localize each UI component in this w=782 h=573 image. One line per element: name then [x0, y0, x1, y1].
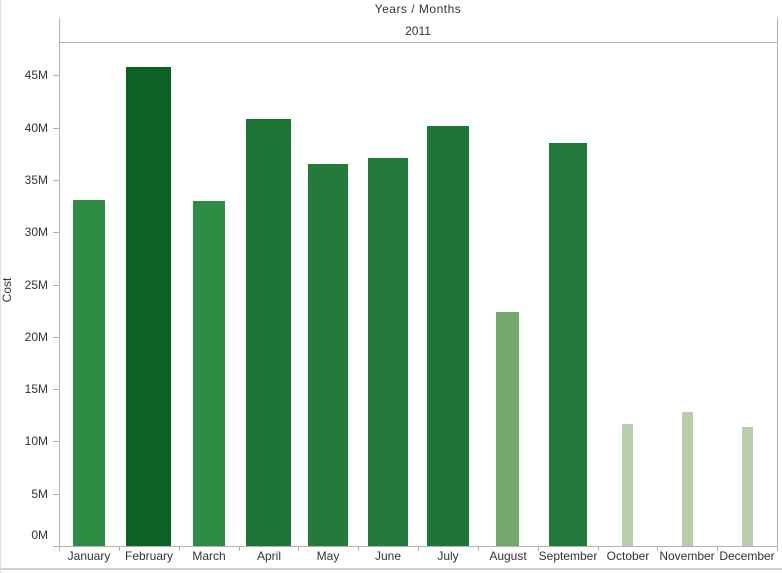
y-tick-label: 40M — [24, 120, 48, 135]
x-axis-tick — [598, 546, 599, 551]
month-label-may[interactable]: May — [316, 549, 340, 563]
plot-pane — [59, 42, 778, 547]
x-axis-tick — [478, 546, 479, 551]
y-tick-label: 10M — [24, 434, 48, 449]
bar-march[interactable] — [193, 201, 225, 546]
window-left-edge — [0, 0, 1, 573]
x-axis-tick — [657, 546, 658, 551]
month-label-september[interactable]: September — [538, 549, 598, 563]
x-axis-tick — [119, 546, 120, 551]
y-tick-label: 20M — [24, 329, 48, 344]
y-axis-tick — [53, 75, 59, 77]
bar-february[interactable] — [126, 67, 171, 546]
y-tick-label: 30M — [24, 225, 48, 240]
month-label-june[interactable]: June — [374, 549, 402, 563]
window-bottom-edge — [0, 568, 782, 570]
month-label-march[interactable]: March — [192, 549, 226, 563]
x-axis-tick — [418, 546, 419, 551]
y-tick-label: 15M — [24, 382, 48, 397]
y-axis-tick — [53, 336, 59, 338]
y-axis-tick — [53, 284, 59, 286]
y-tick-label: 5M — [31, 486, 48, 501]
y-axis-tick — [53, 180, 59, 182]
month-label-august[interactable]: August — [489, 549, 527, 563]
bar-september[interactable] — [549, 143, 587, 546]
month-label-january[interactable]: January — [67, 549, 111, 563]
field-labels: Years / Months — [374, 2, 462, 16]
bar-january[interactable] — [73, 200, 105, 546]
bar-june[interactable] — [368, 158, 408, 546]
y-axis-tick — [53, 493, 59, 495]
y-axis-tick — [53, 389, 59, 391]
y-tick-label: 45M — [24, 68, 48, 83]
bar-july[interactable] — [427, 126, 469, 546]
bar-august[interactable] — [496, 312, 519, 546]
y-axis-tick — [53, 232, 59, 234]
x-axis-tick — [358, 546, 359, 551]
year-header-box — [59, 18, 778, 42]
bar-october[interactable] — [622, 424, 633, 546]
y-tick-label: 35M — [24, 173, 48, 188]
year-header-2011[interactable]: 2011 — [405, 24, 431, 38]
x-axis-tick — [717, 546, 718, 551]
month-label-april[interactable]: April — [256, 549, 281, 563]
x-axis-tick — [298, 546, 299, 551]
month-label-february[interactable]: February — [124, 549, 174, 563]
month-label-december[interactable]: December — [719, 549, 775, 563]
x-axis-tick — [538, 546, 539, 551]
y-tick-label: 0M — [31, 528, 48, 542]
y-tick-label: 25M — [24, 277, 48, 292]
month-label-october[interactable]: October — [606, 549, 650, 563]
bar-december[interactable] — [742, 427, 753, 546]
bar-april[interactable] — [246, 119, 291, 546]
x-axis-tick — [777, 546, 778, 551]
x-axis-tick — [59, 546, 60, 551]
y-axis-tick — [53, 546, 59, 547]
bar-november[interactable] — [682, 412, 693, 546]
y-axis-tick — [53, 127, 59, 129]
month-label-november[interactable]: November — [659, 549, 715, 563]
x-axis-tick — [239, 546, 240, 551]
month-label-july[interactable]: July — [437, 549, 459, 563]
bar-may[interactable] — [308, 164, 348, 546]
x-axis-tick — [179, 546, 180, 551]
y-axis-tick — [53, 441, 59, 443]
